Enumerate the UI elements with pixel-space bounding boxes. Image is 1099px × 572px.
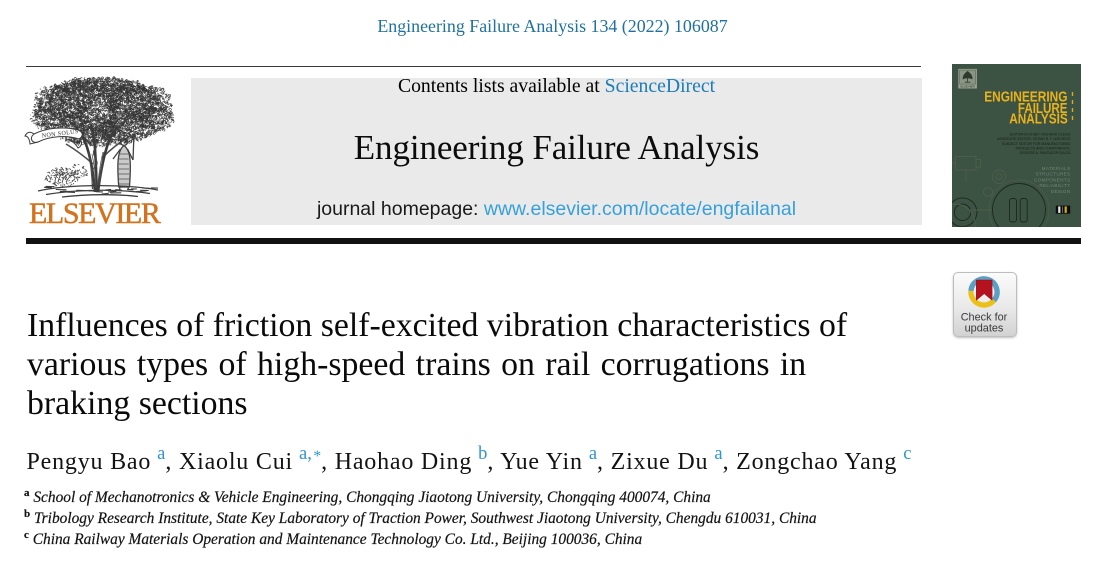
- svg-text:ELSEVIER: ELSEVIER: [961, 85, 975, 89]
- svg-text:FAILURE: FAILURE: [1018, 101, 1068, 117]
- svg-text:updates: updates: [965, 323, 1004, 335]
- svg-text:ENGINEERING: ENGINEERING: [984, 90, 1067, 106]
- svg-text:Check for: Check for: [961, 312, 1008, 324]
- svg-text:NON SOLUS: NON SOLUS: [42, 129, 80, 139]
- svg-text:STRUCTURES: STRUCTURES: [1036, 172, 1071, 177]
- svg-text:DESIGN: DESIGN: [1051, 189, 1071, 194]
- svg-text:COMPONENTS: COMPONENTS: [1034, 177, 1070, 182]
- svg-text:MATERIALS: MATERIALS: [1042, 166, 1071, 171]
- svg-text:ANALYSIS: ANALYSIS: [1009, 111, 1068, 127]
- svg-text:RELIABILITY: RELIABILITY: [1039, 183, 1070, 188]
- svg-text:ASSOCIATE EDITOR: CESAR R. F.: ASSOCIATE EDITOR: CESAR R. F. AZEVEDO: [997, 137, 1071, 141]
- svg-text:PRODUCTS AND COMPONENTS:: PRODUCTS AND COMPONENTS:: [1016, 146, 1071, 150]
- svg-text:GEORGE A. PANTAZOPOULOS: GEORGE A. PANTAZOPOULOS: [1019, 151, 1071, 155]
- svg-text:EDITOR-IN-CHIEF: RICHARD CLEGG: EDITOR-IN-CHIEF: RICHARD CLEGG: [1010, 133, 1071, 137]
- svg-text:SUBJECT EDITOR FOR MANUFACTURE: SUBJECT EDITOR FOR MANUFACTURED: [1002, 142, 1071, 146]
